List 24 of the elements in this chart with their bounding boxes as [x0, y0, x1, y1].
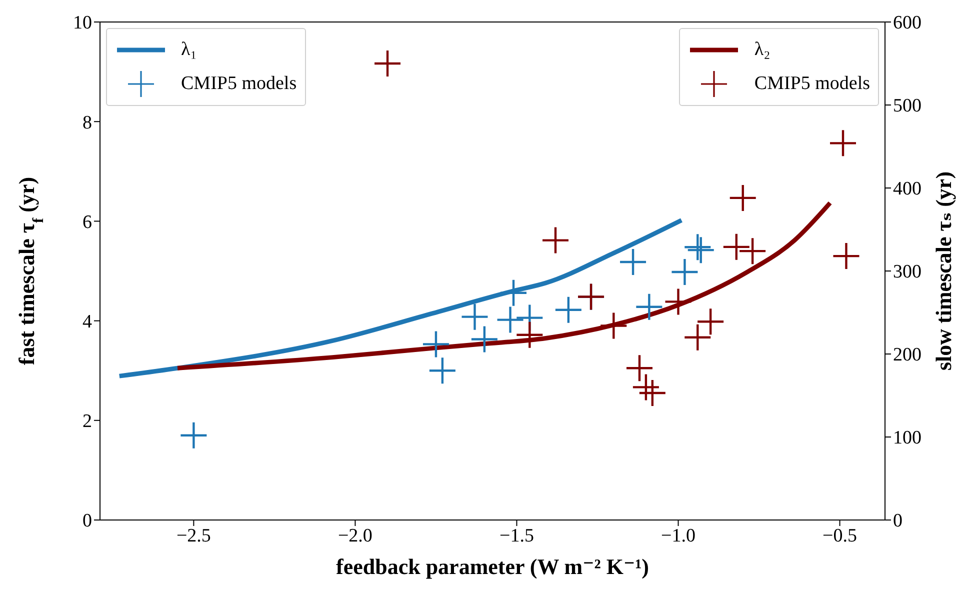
- y-tick-label: 10: [73, 12, 92, 34]
- y2-tick-label: 0: [893, 510, 902, 532]
- legend-label: CMIP5 models: [754, 73, 870, 95]
- y-tick-label: 6: [82, 212, 92, 233]
- y-tick-label: 4: [82, 312, 92, 333]
- y2-tick-label: 300: [893, 262, 922, 283]
- y2-tick-label: 600: [893, 12, 922, 34]
- x-tick-label: −2.0: [338, 525, 372, 546]
- legend-label: CMIP5 models: [181, 73, 297, 95]
- y-tick-label: 0: [82, 510, 92, 532]
- x-tick-label: −0.5: [822, 525, 858, 546]
- x-tick-label: −1.0: [661, 525, 696, 546]
- legend-label: λ₂: [754, 39, 770, 61]
- y2-tick-label: 500: [893, 96, 922, 117]
- y2-axis-title: slow timescale τₛ (yr): [931, 171, 956, 371]
- y-tick-label: 2: [82, 411, 92, 432]
- y2-tick-label: 100: [893, 428, 922, 449]
- legend-label: λ₁: [181, 39, 197, 61]
- x-tick-label: −1.5: [499, 525, 534, 546]
- x-tick-label: −2.5: [176, 525, 211, 546]
- x-axis-title: feedback parameter (W m⁻² K⁻¹): [336, 554, 649, 579]
- y2-tick-label: 200: [893, 344, 922, 366]
- y2-tick-label: 400: [893, 178, 922, 200]
- y-tick-label: 8: [82, 112, 92, 134]
